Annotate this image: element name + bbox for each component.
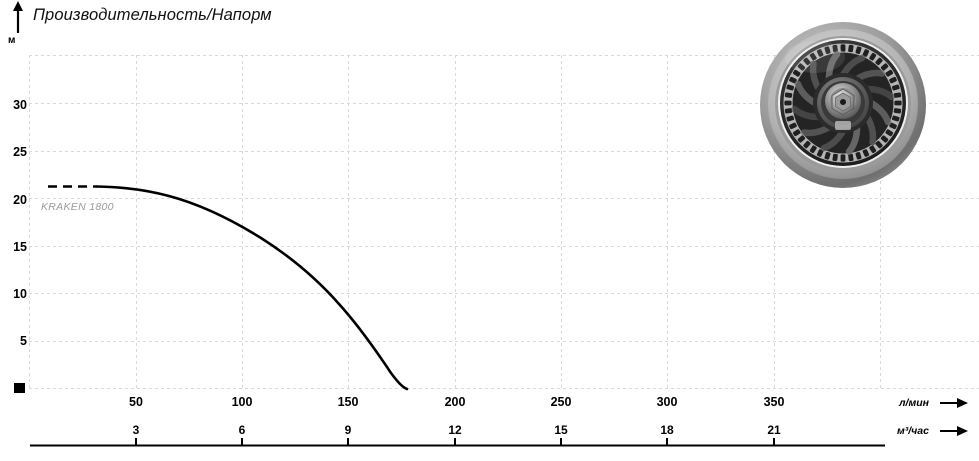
x-tick-m3h-6: 6 [238, 423, 246, 437]
x-axis-m3h-label: м³/час [897, 425, 929, 437]
x-tick-m3h-18: 18 [660, 423, 674, 437]
pump-impeller-photo [757, 17, 929, 189]
chart-title: Производительность/Напорм [33, 6, 272, 24]
bottom-axis-line [30, 438, 885, 447]
y-tick-15: 15 [13, 240, 27, 254]
y-tick-5: 5 [20, 334, 27, 348]
x-tick-m3h-12: 12 [448, 423, 462, 437]
y-axis-tick-labels: 30 25 20 15 10 5 [0, 0, 27, 461]
y-tick-10: 10 [13, 287, 27, 301]
x-axis-lpm-arrow-icon [940, 398, 968, 408]
curve-solid-segment [95, 185, 409, 391]
x-tick-lpm-100: 100 [231, 395, 253, 409]
origin-marker [14, 383, 25, 393]
x-axis-lpm-label: л/мин [899, 397, 929, 409]
x-tick-lpm-200: 200 [444, 395, 466, 409]
performance-curve [48, 185, 409, 391]
x-axis-m3h-ticks: 3 6 9 12 15 18 21 [0, 423, 979, 441]
y-tick-25: 25 [13, 145, 27, 159]
x-axis-m3h-arrow-icon [940, 426, 968, 436]
x-tick-lpm-150: 150 [337, 395, 359, 409]
x-axis-lpm-ticks: 50 100 150 200 250 300 350 [0, 395, 979, 413]
x-tick-m3h-9: 9 [344, 423, 352, 437]
curve-label: KRAKEN 1800 [41, 201, 114, 213]
x-tick-m3h-3: 3 [132, 423, 140, 437]
x-tick-lpm-250: 250 [550, 395, 572, 409]
y-tick-20: 20 [13, 193, 27, 207]
x-tick-m3h-21: 21 [767, 423, 781, 437]
x-tick-m3h-15: 15 [554, 423, 568, 437]
x-tick-lpm-300: 300 [656, 395, 678, 409]
y-axis-unit-label: м [8, 35, 16, 46]
y-axis-arrow-icon [13, 1, 23, 33]
y-tick-30: 30 [13, 98, 27, 112]
x-tick-lpm-50: 50 [129, 395, 143, 409]
x-tick-lpm-350: 350 [763, 395, 785, 409]
